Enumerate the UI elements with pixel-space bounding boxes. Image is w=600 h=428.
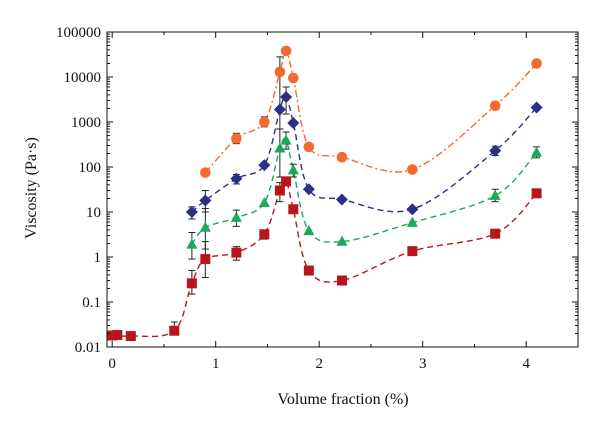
circle-marker — [336, 151, 348, 163]
triangle-marker — [274, 142, 286, 153]
square-marker — [303, 265, 314, 276]
x-tick-label: 0 — [108, 356, 116, 372]
diamond-marker — [287, 117, 300, 130]
diamond-marker — [406, 203, 419, 216]
square-marker — [186, 278, 197, 289]
circle-marker — [200, 167, 211, 178]
y-tick-label: 100000 — [56, 25, 101, 41]
y-tick-label: 0.01 — [75, 340, 101, 356]
square-marker — [231, 247, 242, 258]
triangle-marker — [230, 211, 242, 222]
square-marker — [112, 329, 123, 340]
data-markers — [107, 45, 543, 342]
triangle-marker — [531, 146, 543, 157]
y-tick-label: 1 — [94, 250, 102, 266]
plot-frame — [106, 31, 579, 348]
series-curves — [112, 50, 538, 338]
triangle-marker — [489, 189, 501, 200]
diamond-marker — [280, 90, 293, 103]
axes: 0 1 2 3 4 0.01 0.1 1 10 100 1000 10000 100000 — [56, 25, 579, 372]
square-marker — [281, 176, 292, 187]
diamond-marker — [230, 172, 243, 185]
triangle-marker — [258, 196, 270, 208]
square-marker — [407, 246, 418, 257]
error-bars — [170, 56, 541, 335]
circle-marker — [407, 164, 418, 175]
circle-marker — [259, 116, 270, 128]
square-marker — [107, 330, 118, 341]
diamond-marker — [273, 103, 286, 116]
circle-marker — [531, 58, 542, 69]
square-marker — [531, 188, 542, 199]
x-axis-label: Volume fraction (%) — [277, 391, 408, 408]
x-tick-label: 2 — [315, 356, 323, 372]
diamond-marker — [199, 194, 212, 207]
triangle-marker — [336, 235, 348, 246]
triangle-marker — [199, 221, 211, 232]
diamond-marker — [302, 183, 315, 196]
y-tick-label: 1000 — [71, 115, 101, 131]
square-marker — [125, 331, 136, 342]
x-tick-label: 3 — [419, 356, 427, 372]
triangle-marker — [406, 216, 418, 227]
series-line-square — [112, 179, 538, 338]
series-line-triangle — [191, 137, 538, 245]
y-tick-label: 10000 — [64, 70, 102, 86]
y-tick-label: 100 — [79, 160, 102, 176]
square-marker — [288, 204, 299, 215]
diamond-marker — [258, 159, 271, 172]
x-tick-label: 1 — [212, 356, 220, 372]
circle-marker — [280, 45, 292, 57]
y-axis-label: Viscosity (Pa·s) — [23, 137, 40, 239]
diamond-marker — [530, 101, 543, 114]
circle-marker — [489, 100, 501, 112]
diamond-marker — [489, 144, 502, 157]
square-marker — [490, 228, 501, 239]
square-marker — [200, 254, 211, 265]
y-tick-label: 10 — [86, 205, 101, 221]
circle-marker — [303, 141, 315, 153]
square-marker — [259, 229, 270, 240]
circle-marker — [274, 66, 286, 78]
diamond-marker — [185, 206, 198, 218]
x-tick-label: 4 — [522, 356, 530, 372]
series-line-circle — [204, 50, 538, 174]
circle-marker — [288, 72, 299, 84]
square-marker — [169, 325, 180, 336]
y-tick-label: 0.1 — [82, 295, 101, 311]
diamond-marker — [335, 193, 348, 206]
triangle-marker — [280, 134, 292, 145]
series-line-diamond — [191, 95, 538, 213]
circle-marker — [231, 133, 242, 144]
square-marker — [336, 275, 347, 286]
triangle-marker — [303, 224, 315, 236]
square-marker — [274, 185, 285, 196]
triangle-marker — [287, 164, 299, 175]
triangle-marker — [186, 238, 198, 249]
